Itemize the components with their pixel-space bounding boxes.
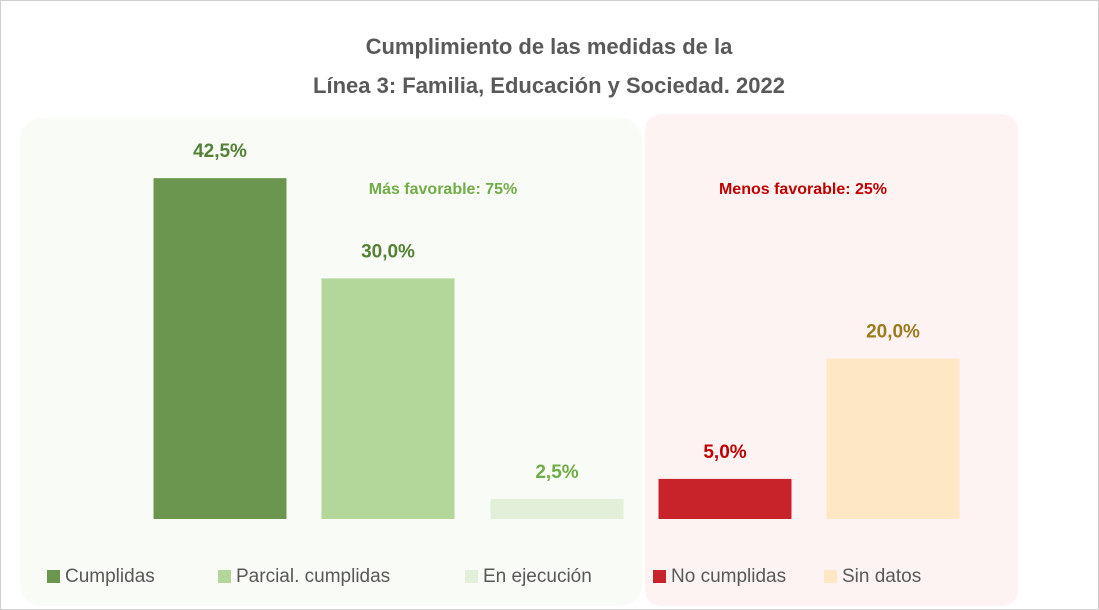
bar bbox=[321, 278, 455, 519]
data-label: 30,0% bbox=[361, 241, 415, 262]
chart-title: Cumplimiento de las medidas de la bbox=[366, 34, 734, 59]
legend-swatch bbox=[653, 570, 666, 583]
bar bbox=[826, 358, 960, 519]
bar bbox=[658, 478, 792, 519]
data-label: 2,5% bbox=[535, 462, 578, 483]
chart-title: Línea 3: Familia, Educación y Sociedad. … bbox=[313, 73, 785, 98]
legend-label: Parcial. cumplidas bbox=[236, 566, 390, 587]
annotation: Menos favorable: 25% bbox=[719, 181, 887, 198]
legend-label: En ejecución bbox=[483, 566, 592, 587]
data-label: 20,0% bbox=[866, 322, 920, 343]
data-label: 5,0% bbox=[703, 442, 746, 463]
data-label: 42,5% bbox=[193, 141, 247, 162]
legend-label: Sin datos bbox=[842, 566, 921, 587]
legend-swatch bbox=[465, 570, 478, 583]
bar bbox=[153, 178, 287, 519]
legend-swatch bbox=[47, 570, 60, 583]
legend-label: No cumplidas bbox=[671, 566, 786, 587]
bar bbox=[490, 498, 624, 519]
legend-swatch bbox=[218, 570, 231, 583]
annotation: Más favorable: 75% bbox=[369, 181, 518, 198]
legend-swatch bbox=[824, 570, 837, 583]
legend-label: Cumplidas bbox=[65, 566, 155, 587]
